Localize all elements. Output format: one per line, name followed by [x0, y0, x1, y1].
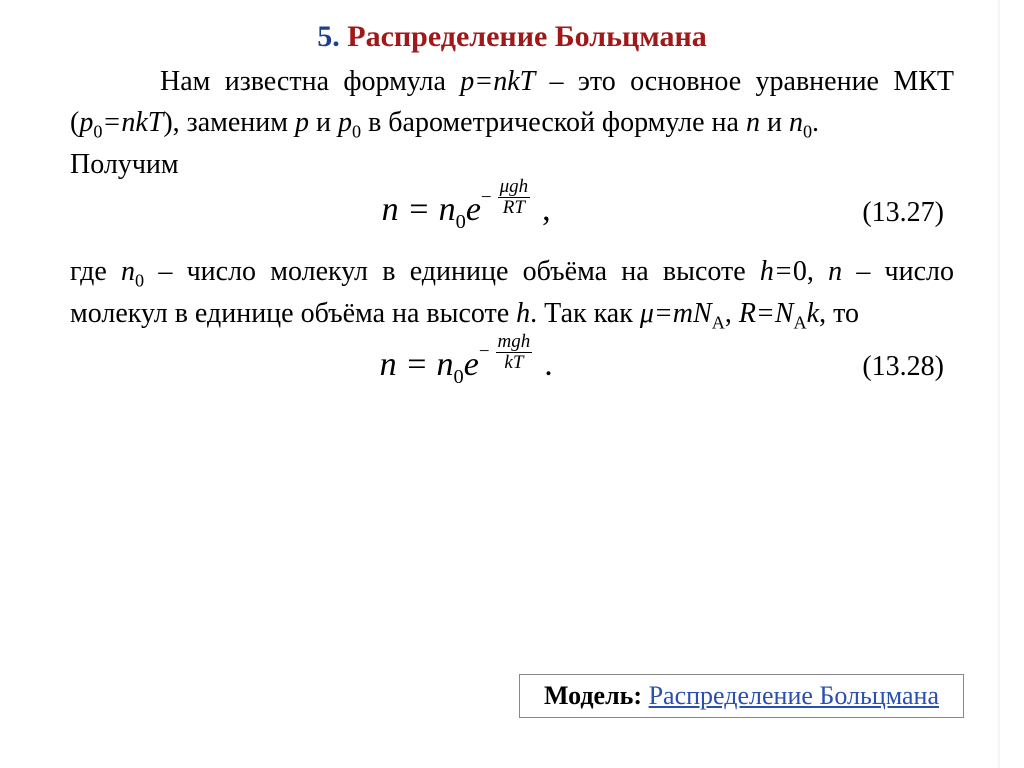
formula: n [789, 107, 803, 138]
equation-row-1: n = n0e−μghRT, (13.27) [70, 191, 954, 234]
text: , [725, 298, 739, 329]
text: – число молекул в единице объёма на высо… [144, 256, 760, 287]
subscript: 0 [352, 121, 361, 141]
eq-trail: , [542, 191, 551, 228]
text: и [309, 107, 338, 138]
eq-exponent: −mghkT [479, 332, 532, 373]
formula: k [807, 298, 819, 329]
eq-e: e [466, 191, 481, 228]
text: Нам известна формула [160, 66, 460, 97]
eq-e: e [464, 346, 479, 383]
equation-1: n = n0e−μghRT, [70, 191, 862, 234]
model-label: Модель: [544, 681, 642, 710]
model-box: Модель: Распределение Больцмана [519, 674, 964, 718]
formula: =nkT [102, 107, 163, 138]
formula: n [828, 256, 842, 287]
eq-sub: 0 [454, 366, 464, 388]
subscript: 0 [135, 271, 144, 291]
formula: p=nkT [460, 66, 535, 97]
formula: R=N [739, 298, 794, 329]
heading-number: 5. [317, 20, 340, 53]
formula: p [295, 107, 309, 138]
equation-number-1: (13.27) [862, 197, 954, 229]
frac-den: RT [501, 198, 527, 218]
text: , [807, 256, 828, 287]
slide-content: 5. Распределение Больцмана Нам известна … [0, 0, 1024, 389]
subscript: 0 [803, 121, 812, 141]
equation-row-2: n = n0e−mghkT. (13.28) [70, 346, 954, 389]
paragraph-3: где n0 – число молекул в единице объёма … [70, 252, 954, 336]
right-shadow [998, 0, 1000, 768]
eq-trail: . [544, 346, 553, 383]
heading-text: Распределение Больцмана [347, 20, 707, 53]
formula: n [121, 256, 135, 287]
formula: p [79, 107, 93, 138]
eq-sub: 0 [456, 211, 466, 233]
fraction: μghRT [498, 177, 531, 218]
eq-lhs: n = n [382, 191, 456, 228]
equation-2: n = n0e−mghkT. [70, 346, 862, 389]
formula: h [516, 298, 530, 329]
eq-exponent: −μghRT [481, 177, 530, 218]
text: где [70, 256, 121, 287]
formula: n [746, 107, 760, 138]
text: 0 [793, 256, 807, 287]
minus-sign: − [479, 341, 490, 363]
frac-den: kT [502, 353, 525, 373]
subscript: A [712, 313, 725, 333]
frac-num: μgh [498, 177, 531, 197]
minus-sign: − [481, 187, 492, 209]
text: . Так как [530, 298, 640, 329]
formula: p [338, 107, 352, 138]
eq-lhs: n = n [380, 346, 454, 383]
frac-num: mgh [496, 332, 533, 352]
formula: μ=mN [640, 298, 712, 329]
text: и [760, 107, 789, 138]
fraction: mghkT [496, 332, 533, 373]
subscript: A [794, 313, 807, 333]
text: в барометрической формуле на [361, 107, 746, 138]
text: ), заменим [163, 107, 295, 138]
text: . [812, 107, 819, 138]
formula: h= [760, 256, 793, 287]
paragraph-1: Нам известна формула p=nkT – это основно… [70, 62, 954, 145]
heading: 5. Распределение Больцмана [70, 20, 954, 54]
model-link[interactable]: Распределение Больцмана [649, 681, 939, 710]
text: , то [819, 298, 859, 329]
equation-number-2: (13.28) [862, 351, 954, 383]
